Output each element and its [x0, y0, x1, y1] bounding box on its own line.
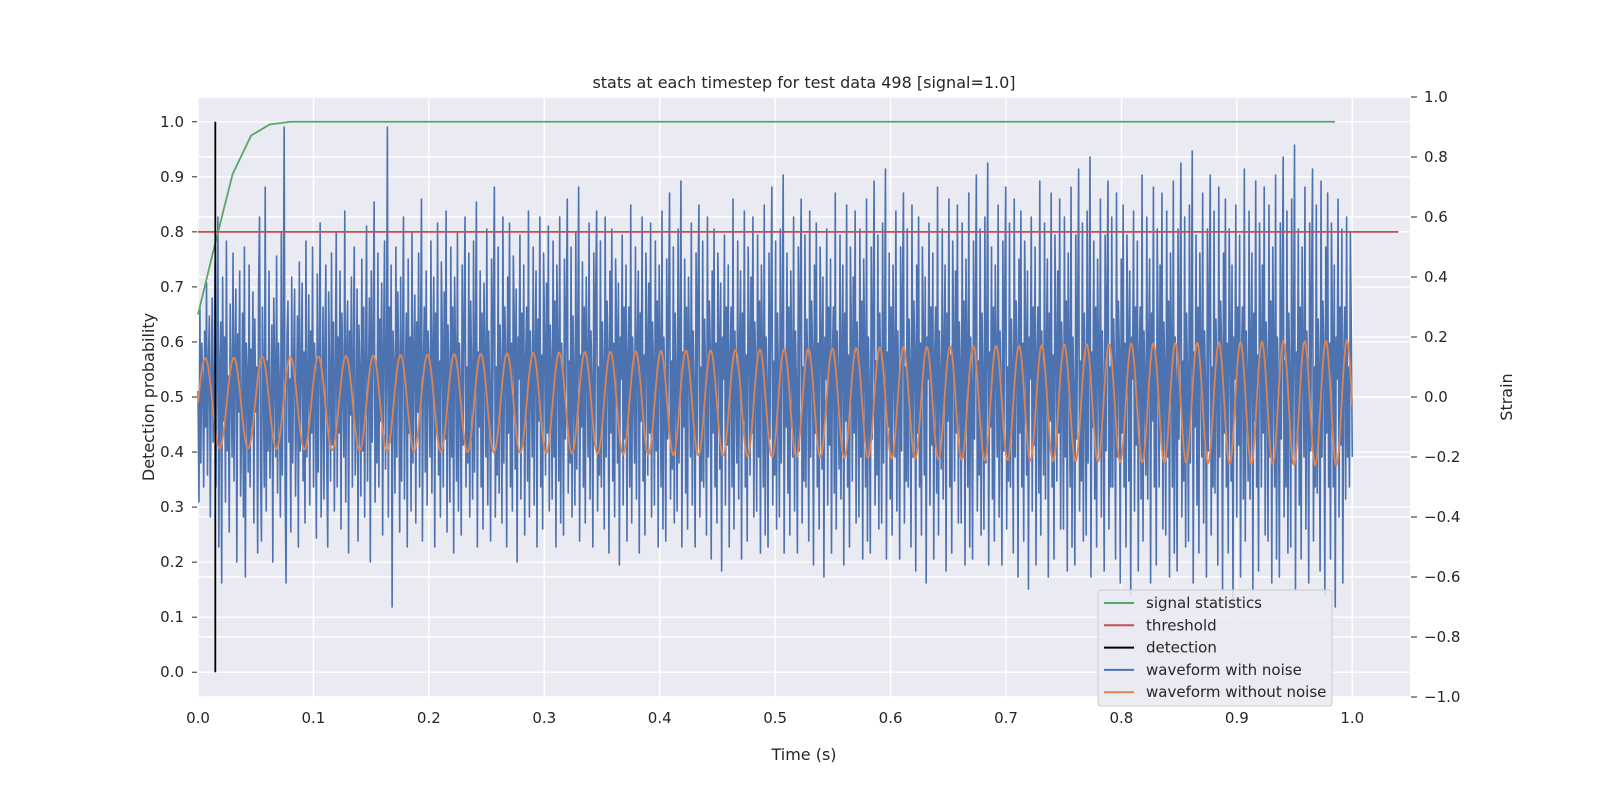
y-right-tick-label: 0.8: [1424, 148, 1448, 166]
y-right-tick-label: 0.0: [1424, 388, 1448, 406]
legend-box: [1097, 589, 1333, 707]
y-tick-label: 0.0: [160, 663, 184, 681]
y-right-tick-label: 0.2: [1424, 328, 1448, 346]
x-tick-label: 0.6: [879, 709, 903, 727]
x-tick-label: 0.9: [1225, 709, 1249, 727]
y-tick-label: 0.4: [160, 443, 184, 461]
y-right-tick-label: −0.4: [1424, 508, 1460, 526]
legend-label: waveform with noise: [1146, 661, 1302, 679]
x-tick-label: 0.3: [532, 709, 556, 727]
x-tick-label: 0.2: [417, 709, 441, 727]
y-tick-label: 0.3: [160, 498, 184, 516]
series-line-signal-statistics: [197, 120, 1335, 315]
chart-title: stats at each timestep for test data 498…: [592, 73, 1015, 92]
legend-label: waveform without noise: [1146, 683, 1326, 701]
y-right-tick-label: −0.2: [1424, 448, 1460, 466]
x-tick-label: 0.5: [763, 709, 787, 727]
series-line-waveform-without-noise: [197, 339, 1354, 467]
x-tick-label: 1.0: [1340, 709, 1364, 727]
legend-label: threshold: [1146, 616, 1217, 634]
legend-label: signal statistics: [1146, 594, 1262, 612]
legend: signal statistics threshold detection wavef…: [1097, 589, 1333, 707]
y-right-tick-label: 0.4: [1424, 268, 1448, 286]
y-tick-label: 1.0: [160, 113, 184, 131]
y-tick-label: 0.2: [160, 553, 184, 571]
x-tick-label: 0.1: [301, 709, 325, 727]
legend-label: detection: [1146, 639, 1217, 657]
y-tick-label: 0.8: [160, 223, 184, 241]
y-right-tick-label: −0.6: [1424, 568, 1460, 586]
x-tick-label: 0.7: [994, 709, 1018, 727]
x-axis-label: Time (s): [770, 745, 836, 764]
y-right-tick-label: −1.0: [1424, 688, 1460, 706]
y-right-tick-label: 1.0: [1424, 88, 1448, 106]
y-right-tick-label: 0.6: [1424, 208, 1448, 226]
y-axis-right-label: Strain: [1497, 373, 1516, 420]
x-tick-label: 0.8: [1109, 709, 1133, 727]
y-tick-label: 0.7: [160, 278, 184, 296]
y-tick-label: 0.1: [160, 608, 184, 626]
y-axis-label: Detection probability: [139, 313, 158, 481]
y-right-tick-label: −0.8: [1424, 628, 1460, 646]
x-tick-label: 0.4: [648, 709, 672, 727]
y-tick-label: 0.5: [160, 388, 184, 406]
y-tick-label: 0.9: [160, 168, 184, 186]
x-tick-label: 0.0: [186, 709, 210, 727]
series-layer: [197, 120, 1399, 673]
y-tick-label: 0.6: [160, 333, 184, 351]
series-line-waveform-with-noise: [197, 126, 1354, 608]
axes: 0.0 0.1 0.2 0.3 0.4 0.5 0.6 0.7 0.8 0.9 1.0 0.0 0.1 0…: [160, 88, 1460, 727]
